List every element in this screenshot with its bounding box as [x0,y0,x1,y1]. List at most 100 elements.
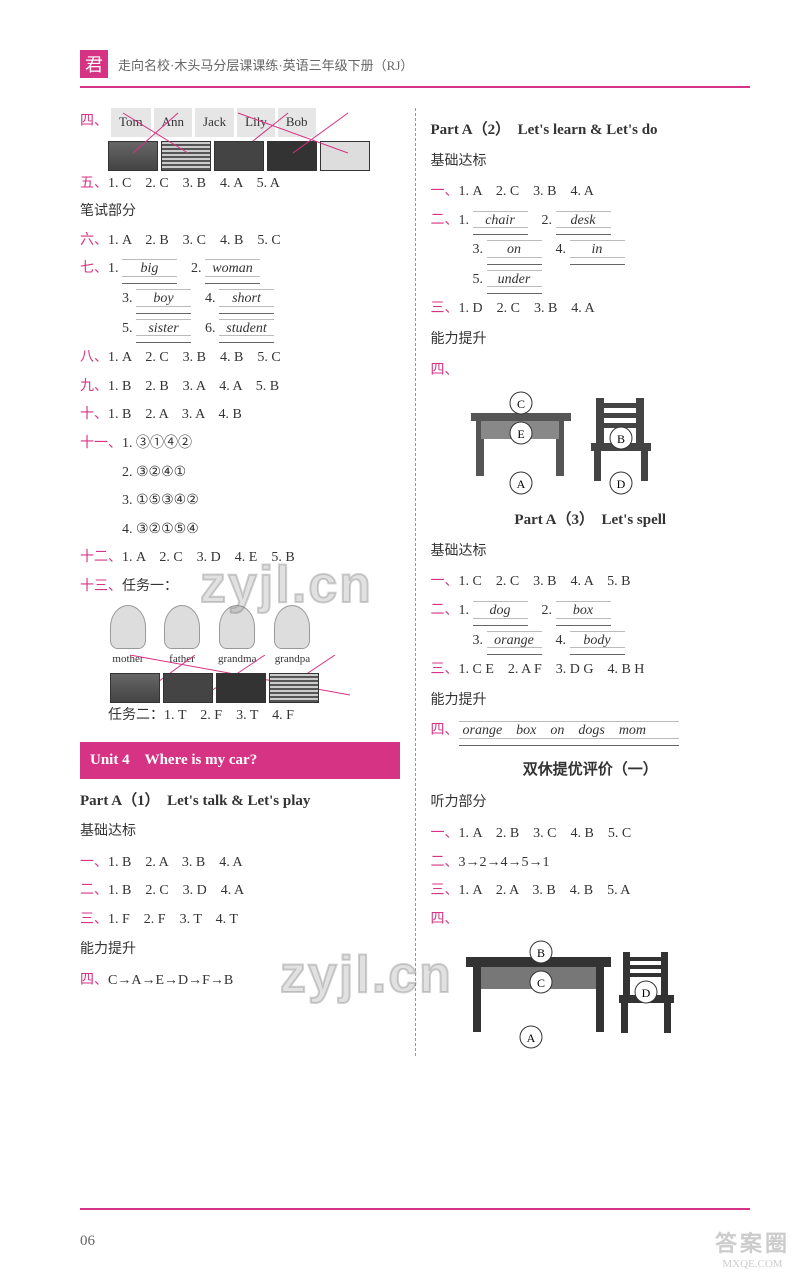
label: 一、 [431,574,459,589]
answers: 1. A 2. C 3. D 4. E 5. B [122,550,295,565]
svg-text:A: A [516,477,525,491]
label: 一、 [80,855,108,870]
svg-text:C: C [516,397,524,411]
word: on [487,237,542,265]
name-box: Jack [195,108,234,137]
label: 四、 [431,363,459,378]
sec9: 九、1. B 2. B 3. A 4. A 5. B [80,374,400,401]
flag-icon [214,141,264,171]
label: 四、 [431,723,459,738]
seq: 1. ③①④② [122,436,192,451]
svg-text:C: C [536,976,544,990]
w-4: 四、 [431,907,751,934]
word: orange [487,628,542,656]
label: 十三、 [80,579,122,594]
sec11d: 4. ③②①⑤④ [80,517,400,544]
a1-1: 一、1. B 2. A 3. B 4. A [80,850,400,877]
answers: 1. A 2. B 3. C 4. B 5. C [459,826,632,841]
answers: 1. B 2. A 3. B 4. A [108,855,243,870]
label: 十二、 [80,550,122,565]
a1-3: 三、1. F 2. F 3. T 4. T [80,907,400,934]
sec6: 六、1. A 2. B 3. C 4. B 5. C [80,228,400,255]
weekend-title: 双休提优评价（一） [431,756,751,785]
word: body [570,628,625,656]
corner-title: 答案圈 [715,1226,790,1258]
sec4-row: 四、 Tom Ann Jack Lily Bob [80,108,400,137]
header-icon: 君 [80,50,108,78]
a2-2: 二、1. chair 2. desk [431,208,751,236]
name-box: Lily [237,108,275,137]
label: 一、 [431,184,459,199]
footer-rule [80,1208,750,1210]
sec8: 八、1. A 2. C 3. B 4. B 5. C [80,345,400,372]
flag-icon [269,673,319,703]
sec7b: 3. boy 4. short [80,286,400,314]
sec11c: 3. ①⑤③④② [80,488,400,515]
a2-2b: 3. on 4. in [431,237,751,265]
a2-3: 三、1. D 2. C 3. B 4. A [431,296,751,323]
answers: 1. B 2. A 3. A 4. B [108,407,242,422]
partA1-title: Part A（1） Let's talk & Let's play [80,787,400,816]
a2-2c: 5. under [431,267,751,295]
w-3: 三、1. A 2. A 3. B 4. B 5. A [431,878,751,905]
sec5: 五、1. C 2. C 3. B 4. A 5. A [80,171,400,198]
label: 十一、 [80,436,122,451]
sec11: 十一、1. ③①④② [80,431,400,458]
word: short [219,286,274,314]
flag-icon [163,673,213,703]
answers: 1. C 2. C 3. B 4. A 5. A [108,176,280,191]
w-2: 二、3→2→4→5→1 [431,850,751,877]
label: 三、 [431,883,459,898]
word: chair [473,208,528,236]
label: 一、 [431,826,459,841]
label: 七、 [80,261,108,276]
a3-2b: 3. orange 4. body [431,628,751,656]
svg-text:D: D [616,477,625,491]
word: student [219,316,274,344]
word: in [570,237,625,265]
flag-icon [108,141,158,171]
a2-4: 四、 [431,358,751,385]
label: 十、 [80,407,108,422]
word: big [122,256,177,284]
name-box: Bob [278,108,316,137]
label: 三、 [431,301,459,316]
sentence: orange box on dogs mom [459,718,679,746]
written-label: 笔试部分 [80,199,400,226]
answers: 1. C E 2. A F 3. D G 4. B H [459,662,645,677]
label: 二、 [431,213,459,228]
column-divider [415,108,416,1056]
sec10: 十、1. B 2. A 3. A 4. B [80,402,400,429]
svg-text:D: D [641,986,650,1000]
answers: 3→2→4→5→1 [459,855,550,870]
a3-4: 四、orange box on dogs mom [431,718,751,746]
person-icon [274,605,310,649]
basic-label: 基础达标 [431,539,751,566]
desk-chair-figure: C E A B D [461,388,751,498]
ability-label: 能力提升 [80,937,400,964]
answers: 1. B 2. B 3. A 4. A 5. B [108,379,279,394]
a1-4: 四、C→A→E→D→F→B [80,968,400,995]
desk-chair-figure2: B C A D [461,937,751,1052]
answers: 1. B 2. C 3. D 4. A [108,883,244,898]
flag-row2 [110,673,400,703]
answers: 1. F 2. F 3. T 4. T [108,912,238,927]
a3-1: 一、1. C 2. C 3. B 4. A 5. B [431,569,751,596]
sec12: 十二、1. A 2. C 3. D 4. E 5. B [80,545,400,572]
label: 五、 [80,176,108,191]
sec13: 十三、任务一： [80,574,400,601]
page-number: 06 [80,1233,95,1250]
label: 三、 [80,912,108,927]
answers: 1. A 2. B 3. C 4. B 5. C [108,233,281,248]
word: dog [473,598,528,626]
answers: 1. A 2. C 3. B 4. A [459,184,594,199]
answers: 1. A 2. C 3. B 4. B 5. C [108,350,281,365]
task1: 任务一： [122,579,178,594]
svg-text:B: B [616,432,624,446]
label: 四、 [431,912,459,927]
flag-icon [216,673,266,703]
svg-text:E: E [517,427,524,441]
answers: C→A→E→D→F→B [108,973,233,988]
label: 三、 [431,662,459,677]
answers: 1. A 2. A 3. B 4. B 5. A [459,883,631,898]
